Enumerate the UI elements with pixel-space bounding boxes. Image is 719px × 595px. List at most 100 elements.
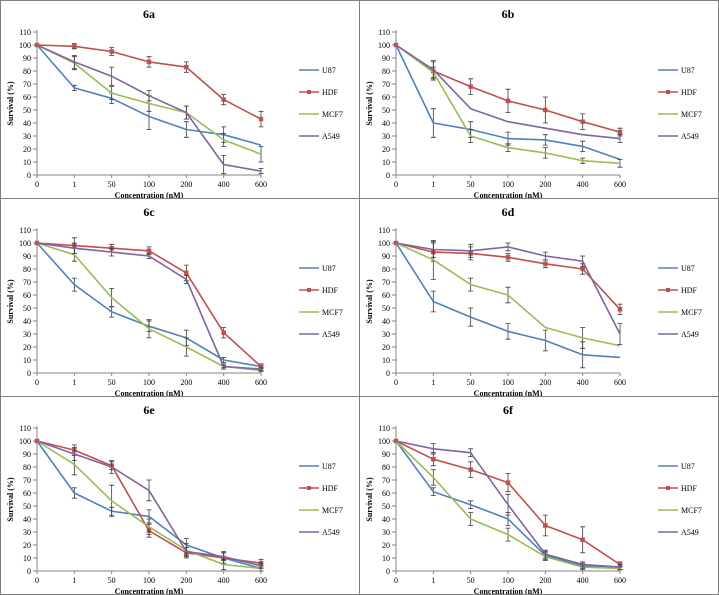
x-tick-label: 100 <box>143 576 155 585</box>
series-line <box>395 242 621 359</box>
legend-entry-A549: A549 <box>299 528 340 537</box>
y-tick-label: 100 <box>19 437 31 446</box>
x-tick-label: 0 <box>35 180 39 189</box>
data-point <box>146 59 152 65</box>
x-tick-label: 100 <box>143 378 155 387</box>
legend-entry-A549: A549 <box>299 132 340 141</box>
y-tick-label: 30 <box>23 528 31 537</box>
y-tick-label: 110 <box>378 226 390 235</box>
y-tick-label: 90 <box>382 252 390 261</box>
x-tick-label: 1 <box>431 180 435 189</box>
y-tick-label: 80 <box>382 463 390 472</box>
series-line <box>36 440 262 564</box>
series-line <box>395 44 621 133</box>
legend-label: A549 <box>681 132 699 141</box>
x-axis-label: Concentration (nM) <box>474 191 543 199</box>
data-point <box>221 330 226 335</box>
series-U87 <box>395 242 621 369</box>
series-line <box>36 440 262 570</box>
x-tick-label: 1 <box>72 576 76 585</box>
y-tick-label: 20 <box>23 145 31 154</box>
legend-label: MCF7 <box>681 110 702 119</box>
data-point <box>109 49 114 54</box>
x-tick-label: 0 <box>35 378 39 387</box>
legend-entry-A549: A549 <box>658 528 699 537</box>
y-tick-label: 10 <box>382 158 390 167</box>
chart-title: 6a <box>143 7 155 21</box>
data-point <box>543 107 548 113</box>
x-tick-label: 100 <box>502 378 514 387</box>
y-tick-label: 0 <box>27 369 31 378</box>
series-U87 <box>36 440 262 570</box>
y-tick-label: 40 <box>382 515 390 524</box>
y-tick-label: 10 <box>23 158 31 167</box>
y-tick-label: 60 <box>23 93 31 102</box>
x-tick-label: 400 <box>577 180 589 189</box>
chart-panel-6a: 6a 0 10 20 30 40 50 60 70 80 90 100 110 0 1 50 100 200 400… <box>0 0 360 199</box>
data-point <box>505 255 511 260</box>
y-tick-label: 90 <box>23 450 31 459</box>
y-tick-label: 30 <box>382 330 390 339</box>
y-tick-label: 50 <box>382 106 390 115</box>
chart-panel-6f: 6f 0 10 20 30 40 50 60 70 80 90 100 110 0 1 50 100 200 400… <box>359 396 719 595</box>
legend-marker <box>307 486 311 490</box>
y-tick-label: 0 <box>386 369 390 378</box>
y-tick-label: 10 <box>382 554 390 563</box>
y-tick-label: 40 <box>23 119 31 128</box>
legend-entry-U87: U87 <box>299 66 336 75</box>
y-tick-label: 40 <box>382 317 390 326</box>
x-tick-label: 1 <box>431 576 435 585</box>
x-tick-label: 0 <box>35 576 39 585</box>
y-tick-label: 30 <box>382 528 390 537</box>
x-tick-label: 200 <box>539 180 551 189</box>
legend-entry-U87: U87 <box>658 66 695 75</box>
series-A549 <box>395 44 623 143</box>
legend-marker <box>307 288 311 292</box>
data-point <box>184 270 189 276</box>
y-tick-label: 10 <box>382 356 390 365</box>
series-MCF7 <box>395 240 621 349</box>
y-tick-label: 80 <box>382 265 390 274</box>
y-tick-label: 110 <box>19 424 31 433</box>
legend-marker <box>666 486 670 490</box>
x-axis-label: Concentration (nM) <box>115 389 184 397</box>
x-tick-label: 50 <box>108 180 116 189</box>
data-point <box>543 261 548 267</box>
y-tick-label: 20 <box>23 541 31 550</box>
data-point <box>258 116 264 122</box>
y-tick-label: 90 <box>382 450 390 459</box>
x-axis-label: Concentration (nM) <box>474 389 543 397</box>
y-tick-label: 90 <box>23 252 31 261</box>
y-tick-label: 30 <box>23 132 31 141</box>
series-HDF <box>393 438 623 568</box>
y-tick-label: 100 <box>378 239 390 248</box>
y-tick-label: 20 <box>382 541 390 550</box>
series-HDF <box>34 438 264 568</box>
legend-entry-HDF: HDF <box>299 484 339 493</box>
data-point <box>617 307 623 312</box>
x-tick-label: 600 <box>614 576 626 585</box>
x-tick-label: 0 <box>394 180 398 189</box>
y-tick-label: 20 <box>382 145 390 154</box>
legend-entry-HDF: HDF <box>299 286 339 295</box>
chart-svg-6f: 6f 0 10 20 30 40 50 60 70 80 90 100 110 0 1 50 100 200 400… <box>365 403 702 594</box>
legend-label: A549 <box>322 330 340 339</box>
data-point <box>431 456 436 462</box>
y-tick-label: 100 <box>378 437 390 446</box>
x-axis-label: Concentration (nM) <box>115 191 184 199</box>
series-line <box>36 242 262 370</box>
x-tick-label: 0 <box>394 576 398 585</box>
y-tick-label: 0 <box>27 171 31 180</box>
chart-title: 6b <box>502 7 515 21</box>
x-tick-label: 1 <box>72 180 76 189</box>
series-line <box>395 242 621 335</box>
x-tick-label: 400 <box>577 576 589 585</box>
y-tick-label: 50 <box>23 304 31 313</box>
x-tick-label: 600 <box>614 180 626 189</box>
data-point <box>580 119 585 124</box>
legend-entry-HDF: HDF <box>658 88 698 97</box>
y-tick-label: 70 <box>23 278 31 287</box>
series-U87 <box>36 242 264 369</box>
legend-entry-MCF7: MCF7 <box>658 110 702 119</box>
